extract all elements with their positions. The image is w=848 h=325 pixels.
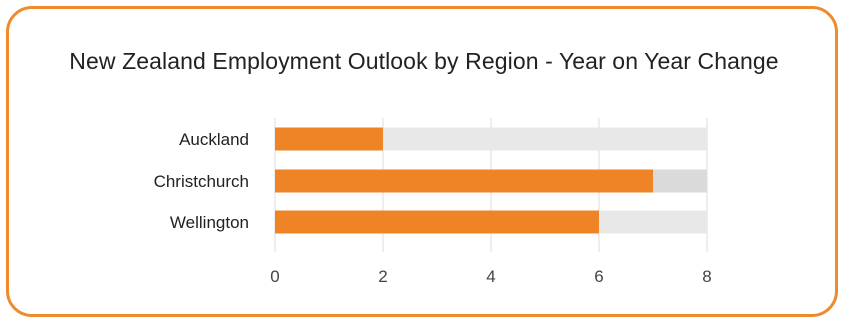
x-tick-label: 8 [702, 267, 711, 286]
category-label: Auckland [179, 130, 249, 149]
category-labels: Auckland Christchurch Wellington [154, 130, 249, 232]
x-tick-label: 2 [378, 267, 387, 286]
category-label: Christchurch [154, 172, 249, 191]
chart-title: New Zealand Employment Outlook by Region… [69, 48, 779, 74]
x-tick-label: 6 [594, 267, 603, 286]
bar-auckland [275, 127, 383, 151]
category-label: Wellington [170, 213, 249, 232]
chart-card [6, 6, 838, 317]
bar-wellington [275, 210, 599, 234]
x-tick-labels: 0 2 4 6 8 [270, 267, 711, 286]
x-tick-label: 4 [486, 267, 495, 286]
bars [275, 127, 653, 234]
bar-christchurch [275, 169, 653, 193]
x-tick-label: 0 [270, 267, 279, 286]
